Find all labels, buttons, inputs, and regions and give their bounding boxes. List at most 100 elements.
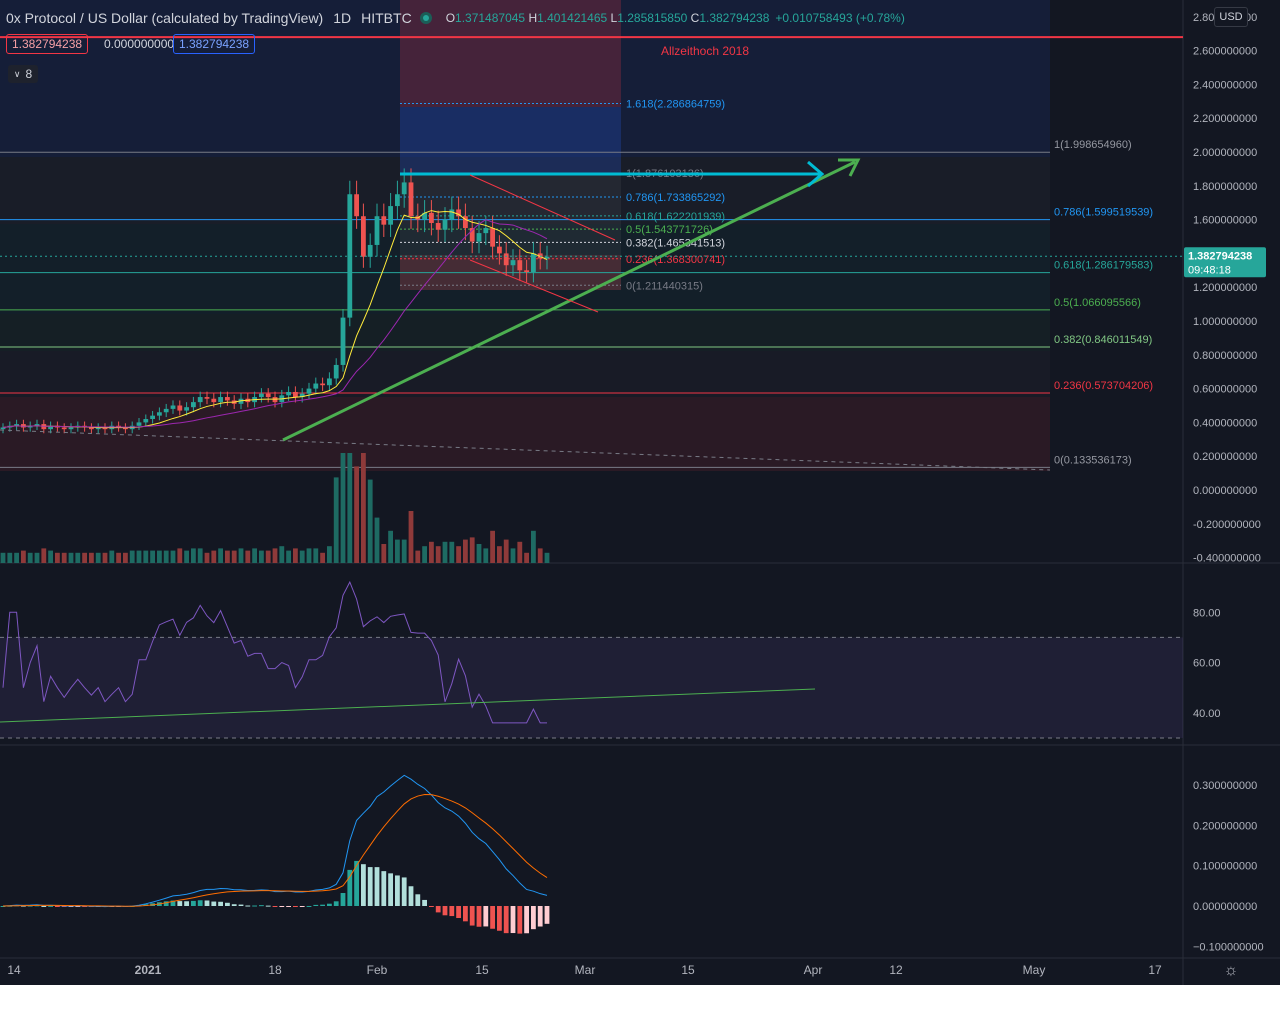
volume-bar — [211, 550, 217, 563]
candle-body — [211, 398, 217, 403]
symbol-title[interactable]: 0x Protocol / US Dollar (calculated by T… — [6, 10, 324, 26]
time-axis-label: Feb — [367, 963, 388, 977]
volume-bar — [483, 548, 489, 563]
price-axis-label: -0.400000000 — [1193, 553, 1261, 565]
macd-histogram-bar — [476, 906, 482, 927]
volume-bar — [136, 550, 142, 563]
candle-body — [286, 391, 291, 396]
macd-axis-label: 0.000000000 — [1193, 901, 1257, 913]
volume-bar — [422, 546, 427, 563]
interval-label[interactable]: 1D — [333, 10, 352, 26]
macd-histogram-bar — [82, 906, 87, 907]
fib-zone — [0, 351, 1050, 397]
indicators-toggle-button[interactable]: ∨ 8 — [8, 65, 38, 83]
macd-histogram-bar — [320, 904, 325, 906]
candle-body — [14, 424, 19, 426]
volume-bar — [109, 550, 115, 563]
macd-histogram-bar — [544, 906, 550, 924]
buy-price-button[interactable]: 1.382794238 — [173, 34, 256, 54]
candle-body — [320, 383, 325, 386]
arrow-head — [838, 158, 861, 177]
candle-body — [225, 397, 230, 401]
price-axis-label: 2.600000000 — [1193, 46, 1257, 58]
candle-body — [395, 194, 400, 207]
macd-histogram-bar — [388, 873, 393, 906]
gear-icon[interactable]: ☼ — [1223, 962, 1239, 979]
volume-bar — [89, 552, 94, 563]
macd-histogram-bar — [245, 905, 251, 907]
volume-bar — [191, 548, 196, 563]
macd-axis-label: 0.200000000 — [1193, 820, 1257, 832]
rsi-trendline — [0, 688, 816, 723]
macd-histogram-bar — [327, 903, 332, 906]
rsi-band — [0, 637, 1183, 738]
chart-header: 0x Protocol / US Dollar (calculated by T… — [6, 8, 905, 28]
macd-histogram-bar — [184, 901, 189, 906]
volume-bar — [61, 552, 67, 563]
fib-zone — [0, 157, 1050, 224]
rsi-axis-label: 40.00 — [1193, 708, 1221, 720]
macd-histogram-bar — [61, 906, 67, 907]
ohlc-values: O1.371487045 H1.401421465 L1.285815850 C… — [445, 11, 770, 25]
volume-bar — [354, 466, 359, 563]
volume-bar — [34, 552, 40, 563]
macd-histogram-bar — [422, 899, 427, 906]
volume-bar — [279, 546, 285, 563]
last-price-label: 1.382794238 — [1188, 250, 1252, 262]
fib-level-label: 0.5(1.066095566) — [1054, 297, 1141, 309]
candle-body — [191, 402, 196, 408]
chart-area[interactable]: Allzeithoch 2018 1(1.998654960) 0.786(1.59… — [0, 0, 1280, 985]
market-status-icon[interactable] — [419, 12, 432, 24]
fib-level-label: 1.618(2.286864759) — [626, 99, 725, 111]
volume-bar — [259, 550, 264, 563]
fib-level-label: 0.786(1.733865292) — [626, 192, 725, 204]
macd-histogram-bar — [429, 906, 434, 907]
candle-body — [95, 427, 101, 430]
candle-body — [435, 222, 441, 230]
volume-bar — [429, 541, 434, 563]
macd-histogram-bar — [279, 906, 285, 907]
fib-level-label: 1(1.998654960) — [1054, 139, 1132, 151]
candle-body — [157, 412, 162, 416]
volume-bar — [299, 550, 305, 563]
candle-body — [408, 182, 414, 217]
price-axis-label: 0.800000000 — [1193, 350, 1257, 362]
candle-body — [102, 427, 108, 430]
macd-histogram-bar — [75, 906, 81, 907]
volume-bar — [225, 550, 230, 563]
macd-histogram-bar — [524, 906, 529, 934]
candle-body — [259, 393, 264, 398]
candle-body — [531, 253, 536, 272]
indicator-count: 8 — [25, 67, 33, 81]
candle-body — [354, 194, 359, 217]
macd-histogram-bar — [483, 906, 489, 927]
volume-bar — [537, 548, 543, 563]
price-axis-label: 0.600000000 — [1193, 384, 1257, 396]
volume-bar — [252, 548, 257, 563]
candle-body — [503, 253, 509, 266]
macd-histogram-bar — [503, 906, 509, 934]
macd-histogram-bar — [531, 906, 536, 930]
macd-histogram-bar — [340, 893, 346, 906]
volume-bar — [21, 550, 26, 563]
fib-level-label: 0.382(0.846011549) — [1054, 334, 1152, 346]
volume-bar — [367, 479, 373, 563]
volume-bar — [265, 550, 271, 563]
volume-bar — [408, 511, 414, 563]
macd-histogram-bar — [381, 871, 387, 906]
volume-bar — [75, 552, 81, 563]
candle-body — [456, 209, 461, 217]
currency-button[interactable]: USD — [1214, 7, 1248, 27]
volume-bar — [143, 550, 149, 563]
macd-histogram-bar — [469, 906, 475, 926]
macd-histogram-bar — [272, 906, 278, 907]
sell-price-button[interactable]: 1.382794238 — [6, 34, 89, 54]
chart-canvas[interactable]: Allzeithoch 2018 1(1.998654960) 0.786(1.59… — [0, 0, 1280, 985]
moving-average-line — [2, 219, 548, 428]
arrow-head — [807, 160, 825, 188]
volume-bar — [95, 552, 101, 563]
candle-body — [483, 228, 489, 234]
candle-body — [524, 270, 529, 272]
candle-body — [27, 425, 33, 428]
volume-bar — [401, 539, 407, 563]
